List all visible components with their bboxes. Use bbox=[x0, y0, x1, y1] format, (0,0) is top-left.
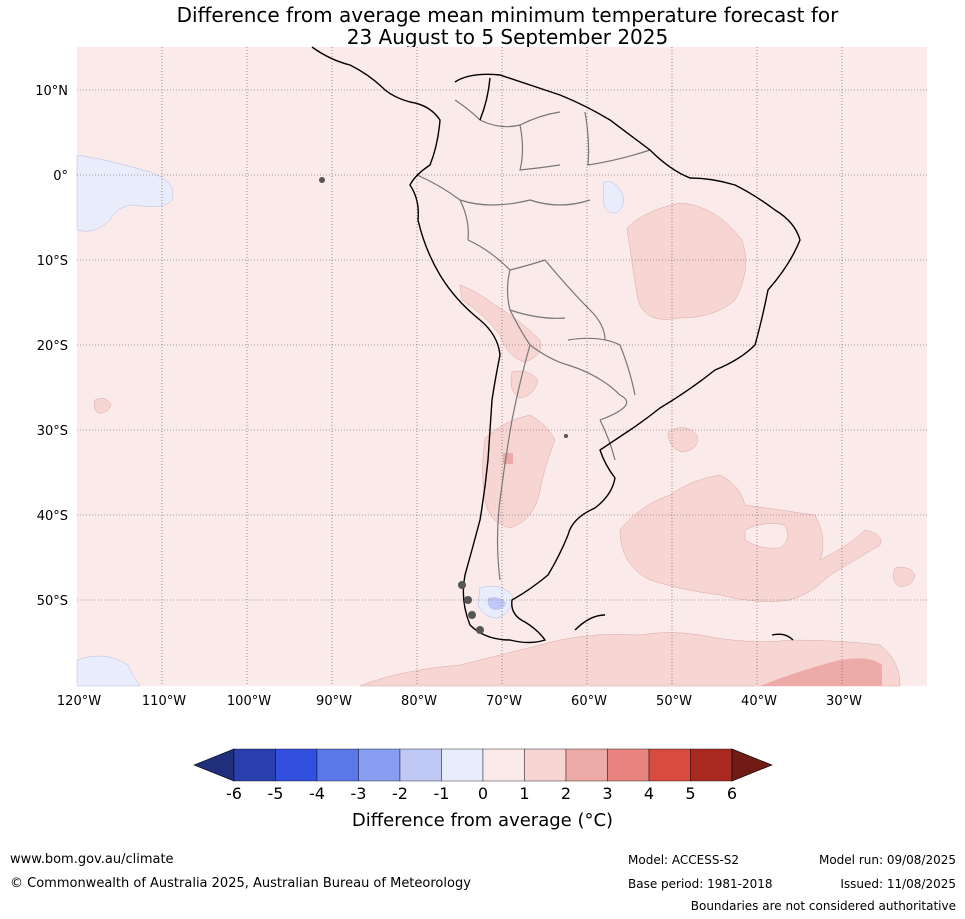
colorbar-segment bbox=[441, 748, 484, 782]
islands bbox=[319, 177, 568, 634]
anomaly-patch-warm-2 bbox=[503, 453, 513, 464]
colorbar-segment bbox=[690, 748, 733, 782]
lat-label: 30°S bbox=[37, 424, 68, 439]
colorbar-tick-label: 5 bbox=[685, 784, 695, 803]
colorbar-low-arrow bbox=[193, 748, 235, 782]
colorbar-segment bbox=[316, 748, 359, 782]
footer-base-period: Base period: 1981-2018 bbox=[628, 877, 773, 891]
colorbar-tick-label: 4 bbox=[644, 784, 654, 803]
colorbar-tick-label: -6 bbox=[226, 784, 242, 803]
colorbar-tick-label: -2 bbox=[392, 784, 408, 803]
anomaly-patch-warm-south bbox=[359, 632, 901, 687]
footer-model-run: Model run: 09/08/2025 bbox=[818, 853, 956, 867]
lon-label: 110°W bbox=[142, 694, 186, 709]
colorbar-tick-label: -5 bbox=[268, 784, 284, 803]
lat-label: 40°S bbox=[37, 509, 68, 524]
colorbar-tick-label: 6 bbox=[727, 784, 737, 803]
colorbar-label: Difference from average (°C) bbox=[351, 810, 614, 831]
footer-issued: Issued: 11/08/2025 bbox=[840, 877, 956, 891]
colorbar-tick-label: -3 bbox=[351, 784, 367, 803]
colorbar-tick-label: 2 bbox=[561, 784, 571, 803]
anomaly-patch-cold bbox=[76, 655, 141, 687]
colorbar-tick-label: -1 bbox=[434, 784, 450, 803]
lat-label: 50°S bbox=[37, 594, 68, 609]
colorbar-segment bbox=[607, 748, 650, 782]
lat-label: 10°S bbox=[37, 254, 68, 269]
anomaly-patch-warm bbox=[667, 427, 698, 453]
anomaly-patch-cold bbox=[602, 181, 624, 214]
colorbar-segment bbox=[565, 748, 608, 782]
colorbar-segment bbox=[358, 748, 401, 782]
lon-label: 30°W bbox=[826, 694, 862, 709]
colorbar-high-arrow bbox=[731, 748, 773, 782]
footer-website: www.bom.gov.au/climate bbox=[10, 852, 174, 867]
anomaly-patch-warm bbox=[93, 398, 112, 414]
colorbar-tick-label: 1 bbox=[519, 784, 529, 803]
colorbar-segment bbox=[275, 748, 318, 782]
colorbar-segment bbox=[399, 748, 442, 782]
anomaly-patch-cold-2 bbox=[487, 597, 506, 610]
footer-disclaimer: Boundaries are not considered authoritat… bbox=[690, 899, 956, 913]
colorbar-segment bbox=[482, 748, 525, 782]
lon-labels: 120°W 110°W 100°W 90°W 80°W 70°W 60°W 50… bbox=[57, 694, 862, 709]
country-borders bbox=[416, 99, 651, 581]
colorbar-tick-label: 3 bbox=[602, 784, 612, 803]
colorbar-tick-label: 0 bbox=[478, 784, 488, 803]
lon-label: 60°W bbox=[571, 694, 607, 709]
lon-label: 120°W bbox=[57, 694, 101, 709]
lon-label: 70°W bbox=[486, 694, 522, 709]
colorbar: -6 -5 -4 -3 -2 -1 0 1 2 3 4 5 6 bbox=[193, 748, 773, 803]
title-line-2: 23 August to 5 September 2025 bbox=[346, 25, 669, 49]
anomaly-patch-cold bbox=[76, 154, 174, 232]
anomaly-patch-warm bbox=[626, 202, 746, 320]
anomaly-patch-warm-2 bbox=[760, 658, 882, 686]
lon-label: 90°W bbox=[316, 694, 352, 709]
footer-copyright: © Commonwealth of Australia 2025, Austra… bbox=[10, 876, 471, 891]
coastline bbox=[311, 46, 801, 644]
lon-label: 80°W bbox=[401, 694, 437, 709]
colorbar-segment bbox=[524, 748, 567, 782]
anomaly-patch-warm bbox=[459, 284, 542, 363]
footer-model: Model: ACCESS-S2 bbox=[628, 853, 740, 867]
gridlines bbox=[77, 47, 927, 686]
colorbar-segment bbox=[648, 748, 691, 782]
lon-label: 100°W bbox=[227, 694, 271, 709]
anomaly-patch-warm bbox=[892, 567, 916, 587]
map-title: Difference from average mean minimum tem… bbox=[0, 4, 965, 48]
lat-label: 20°S bbox=[37, 339, 68, 354]
lon-label: 40°W bbox=[741, 694, 777, 709]
lat-label: 10°N bbox=[35, 84, 68, 99]
lon-label: 50°W bbox=[656, 694, 692, 709]
lat-label: 0° bbox=[53, 169, 68, 184]
title-line-1: Difference from average mean minimum tem… bbox=[176, 3, 839, 27]
colorbar-segment bbox=[233, 748, 276, 782]
colorbar-tick-label: -4 bbox=[309, 784, 325, 803]
lat-labels: 10°N 0° 10°S 20°S 30°S 40°S 50°S bbox=[35, 84, 68, 609]
anomaly-patch-neutral-hole bbox=[744, 523, 788, 549]
